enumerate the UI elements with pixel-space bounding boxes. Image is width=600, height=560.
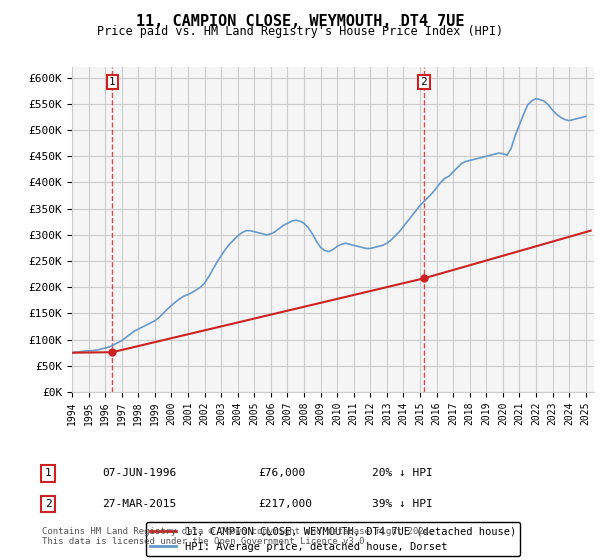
Text: 27-MAR-2015: 27-MAR-2015 [102, 499, 176, 509]
Text: Contains HM Land Registry data © Crown copyright and database right 2024.
This d: Contains HM Land Registry data © Crown c… [42, 526, 434, 546]
Text: 39% ↓ HPI: 39% ↓ HPI [372, 499, 433, 509]
Text: Price paid vs. HM Land Registry's House Price Index (HPI): Price paid vs. HM Land Registry's House … [97, 25, 503, 38]
Text: 1: 1 [109, 77, 116, 87]
Text: 11, CAMPION CLOSE, WEYMOUTH, DT4 7UE: 11, CAMPION CLOSE, WEYMOUTH, DT4 7UE [136, 14, 464, 29]
Legend: 11, CAMPION CLOSE, WEYMOUTH, DT4 7UE (detached house), HPI: Average price, detac: 11, CAMPION CLOSE, WEYMOUTH, DT4 7UE (de… [146, 522, 520, 556]
Text: £217,000: £217,000 [258, 499, 312, 509]
Text: 20% ↓ HPI: 20% ↓ HPI [372, 468, 433, 478]
Text: 1: 1 [44, 468, 52, 478]
Text: 2: 2 [421, 77, 427, 87]
Text: 2: 2 [44, 499, 52, 509]
Text: 07-JUN-1996: 07-JUN-1996 [102, 468, 176, 478]
Text: £76,000: £76,000 [258, 468, 305, 478]
